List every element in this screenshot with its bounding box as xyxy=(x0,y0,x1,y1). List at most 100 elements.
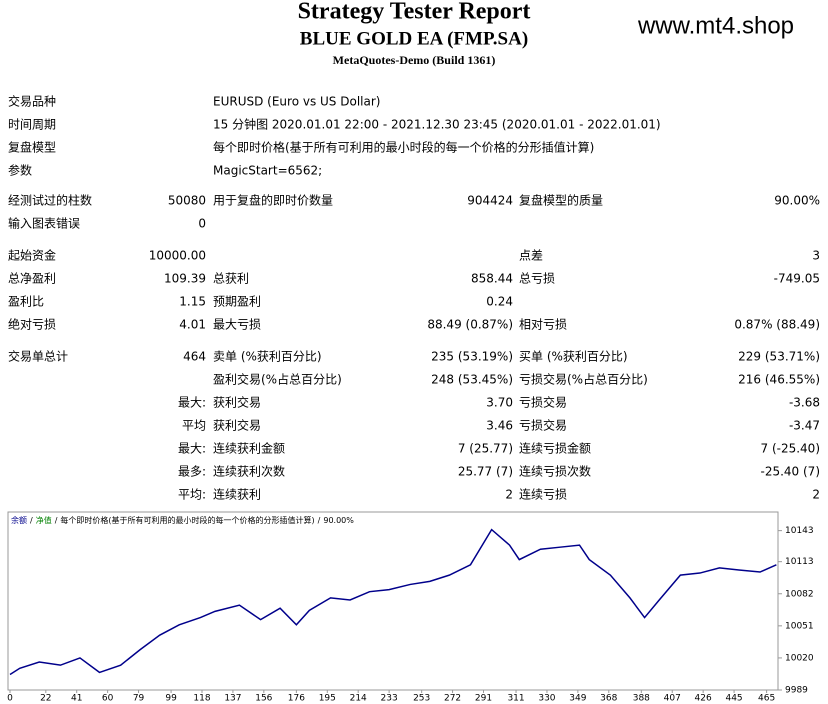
x-tick-label: 156 xyxy=(255,694,272,704)
stat-label: 买单 (%获利百分比) xyxy=(519,350,628,364)
stat-value: 3 xyxy=(812,249,820,263)
stat-value: 最多: xyxy=(178,465,206,479)
stat-value: 0.87% (88.49) xyxy=(734,318,820,332)
x-tick-label: 349 xyxy=(569,694,586,704)
stat-value: 7 (25.77) xyxy=(458,442,513,456)
x-tick-label: 407 xyxy=(664,694,681,704)
x-tick-label: 368 xyxy=(600,694,617,704)
stat-value: 904424 xyxy=(467,194,513,208)
stat-label: 连续获利次数 xyxy=(213,464,285,479)
x-tick-label: 60 xyxy=(102,694,114,704)
stat-value: 0.24 xyxy=(486,295,513,309)
y-tick-label: 10113 xyxy=(785,557,814,567)
legend-separator: / xyxy=(55,516,58,525)
stat-label: 连续亏损次数 xyxy=(519,464,591,479)
stat-label: 连续亏损 xyxy=(519,487,567,502)
stat-value: 最大: xyxy=(178,442,206,456)
x-tick-label: 253 xyxy=(413,694,430,704)
stat-value: 3.70 xyxy=(486,396,513,410)
stat-value: 248 (53.45%) xyxy=(431,373,513,387)
stat-value: 1.15 xyxy=(179,295,206,309)
stat-value: 90.00% xyxy=(774,194,820,208)
stat-value: 2 xyxy=(505,488,513,502)
x-tick-label: 214 xyxy=(350,694,367,704)
stat-value: -3.47 xyxy=(789,419,820,433)
x-tick-label: 22 xyxy=(40,694,51,704)
legend-note: 90.00% xyxy=(323,516,354,525)
x-tick-label: 330 xyxy=(538,694,555,704)
legend-note: 净值 xyxy=(36,515,52,525)
build-info: MetaQuotes-Demo (Build 1361) xyxy=(333,53,496,67)
y-tick-label: 9989 xyxy=(785,686,808,696)
stat-value: 216 (46.55%) xyxy=(738,373,820,387)
x-tick-label: 0 xyxy=(7,694,13,704)
chart-frame xyxy=(7,511,779,691)
x-tick-label: 137 xyxy=(224,694,241,704)
stat-value: 3.46 xyxy=(486,419,513,433)
info-value: EURUSD (Euro vs US Dollar) xyxy=(213,95,380,109)
stat-value: -3.68 xyxy=(789,396,820,410)
report-title: Strategy Tester Report xyxy=(298,0,531,25)
stat-value: 464 xyxy=(183,350,206,364)
stat-label: 起始资金 xyxy=(8,248,56,263)
stat-value: 最大: xyxy=(178,396,206,410)
x-tick-label: 41 xyxy=(71,694,82,704)
stat-label: 连续亏损金额 xyxy=(519,441,591,456)
info-value: MagicStart=6562; xyxy=(213,164,322,178)
stat-value: 2 xyxy=(812,488,820,502)
stat-value: 平均 xyxy=(182,419,206,433)
balance-line xyxy=(9,528,777,676)
stat-label: 亏损交易(%占总百分比) xyxy=(519,372,648,387)
y-tick-label: 10051 xyxy=(785,621,814,631)
x-tick-label: 176 xyxy=(288,694,305,704)
info-label: 复盘模型 xyxy=(8,140,56,155)
stat-label: 最大亏损 xyxy=(213,318,261,332)
y-tick-label: 10143 xyxy=(785,526,814,536)
stat-label: 卖单 (%获利百分比) xyxy=(213,350,322,364)
info-label: 参数 xyxy=(8,163,32,178)
watermark: www.mt4.shop xyxy=(637,12,794,39)
stat-value: 10000.00 xyxy=(149,249,206,263)
stat-label: 总亏损 xyxy=(519,272,555,286)
stat-value: 平均: xyxy=(178,488,206,502)
stat-value: 88.49 (0.87%) xyxy=(427,318,513,332)
stat-label: 经测试过的柱数 xyxy=(8,193,92,208)
stat-label: 预期盈利 xyxy=(213,295,261,309)
stat-value: -749.05 xyxy=(774,272,820,286)
stat-label: 交易单总计 xyxy=(8,349,68,364)
stat-value: 0 xyxy=(198,217,206,231)
info-value: 每个即时价格(基于所有可利用的最小时段的每一个价格的分形插值计算) xyxy=(213,140,594,155)
info-label: 时间周期 xyxy=(8,118,56,132)
stat-value: 7 (-25.40) xyxy=(761,442,821,456)
stat-value: 50080 xyxy=(168,194,206,208)
stat-label: 连续获利金额 xyxy=(213,441,285,456)
x-tick-label: 465 xyxy=(758,694,775,704)
y-tick-label: 10020 xyxy=(785,653,814,663)
stat-label: 获利交易 xyxy=(213,418,261,433)
x-tick-label: 118 xyxy=(193,694,210,704)
stat-label: 复盘模型的质量 xyxy=(519,193,603,208)
stat-label: 获利交易 xyxy=(213,395,261,410)
x-tick-label: 99 xyxy=(165,694,177,704)
stat-label: 连续获利 xyxy=(213,487,261,502)
legend-separator: / xyxy=(318,516,321,525)
stat-label: 亏损交易 xyxy=(519,418,567,433)
stat-value: 229 (53.71%) xyxy=(738,350,820,364)
x-tick-label: 233 xyxy=(381,694,398,704)
stat-label: 总净盈利 xyxy=(8,272,56,286)
chart-legend: 余额 / 净值 / 每个即时价格(基于所有可利用的最小时段的每一个价格的分形插值计算) /… xyxy=(11,515,354,525)
legend-separator: / xyxy=(30,516,33,525)
info-value: 15 分钟图 2020.01.01 22:00 - 2021.12.30 23:… xyxy=(213,117,661,132)
x-tick-label: 426 xyxy=(695,694,712,704)
stat-value: 109.39 xyxy=(164,272,206,286)
stat-value: 25.77 (7) xyxy=(458,465,513,479)
stat-label: 亏损交易 xyxy=(519,395,567,410)
stat-value: 4.01 xyxy=(179,318,206,332)
stat-value: 858.44 xyxy=(471,272,513,286)
stat-label: 绝对亏损 xyxy=(8,317,56,332)
legend-entry: 余额 xyxy=(11,515,27,525)
stat-value: 235 (53.19%) xyxy=(431,350,513,364)
x-tick-label: 311 xyxy=(507,694,524,704)
